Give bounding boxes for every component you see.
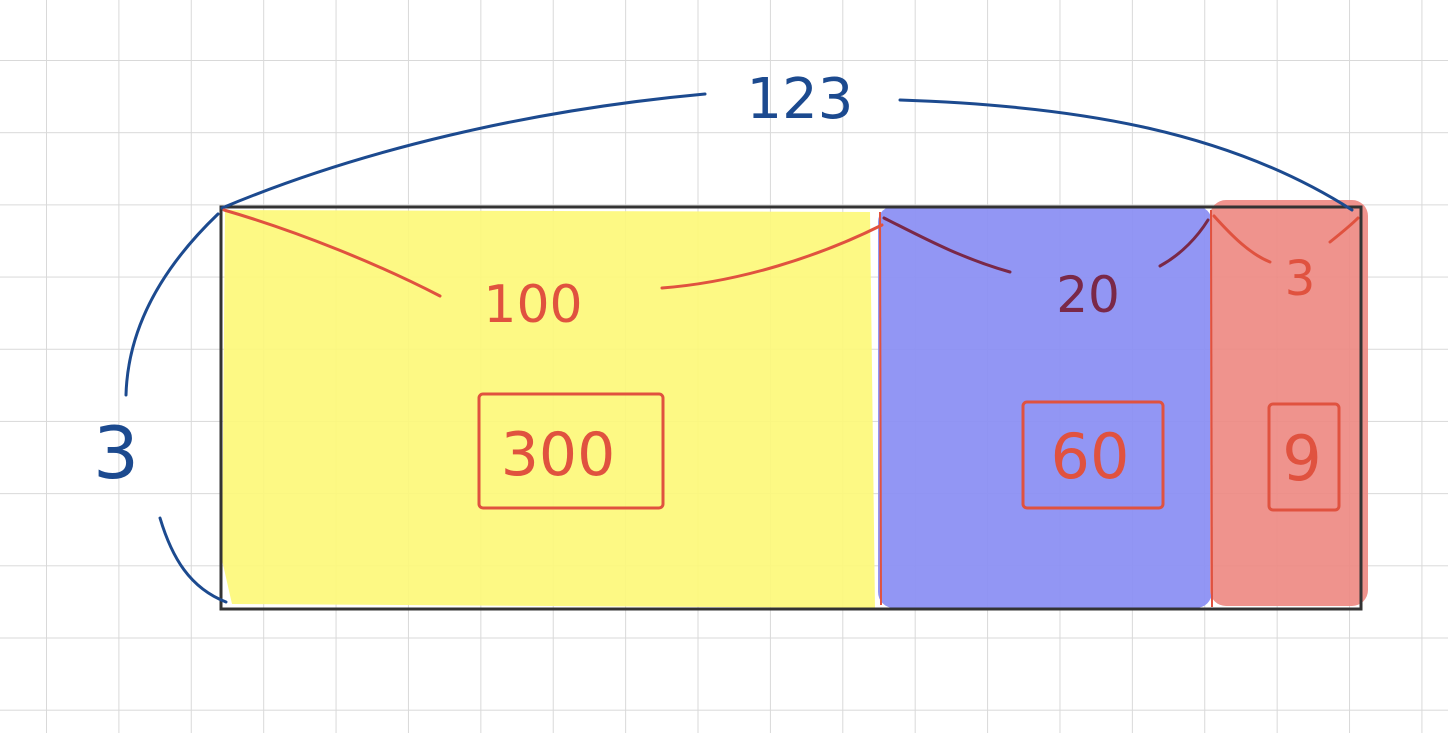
product-box-tens <box>1021 400 1165 510</box>
segment-ones-width-label: 3 <box>1285 251 1316 307</box>
segment-hundreds-width-label: 100 <box>483 275 582 335</box>
segment-ones-product-label: 9 <box>1282 422 1321 495</box>
divider-ones <box>1210 209 1213 608</box>
divider-tens <box>879 211 882 606</box>
height-brace <box>124 212 228 604</box>
segment-tens-brace <box>882 216 1210 274</box>
total-width-brace <box>220 92 1354 212</box>
height-label: 3 <box>93 411 139 495</box>
segment-hundreds-product-label: 300 <box>501 420 616 490</box>
segment-hundreds-fill <box>222 210 875 608</box>
product-box-hundreds <box>477 392 665 510</box>
segment-tens-width-label: 20 <box>1056 266 1120 324</box>
segment-tens-product-label: 60 <box>1051 420 1130 493</box>
segment-ones-brace <box>1212 214 1360 264</box>
area-rectangle-outline <box>219 205 1363 611</box>
segment-hundreds-brace <box>222 208 884 298</box>
product-box-ones <box>1267 402 1341 512</box>
total-width-label: 123 <box>747 67 854 132</box>
